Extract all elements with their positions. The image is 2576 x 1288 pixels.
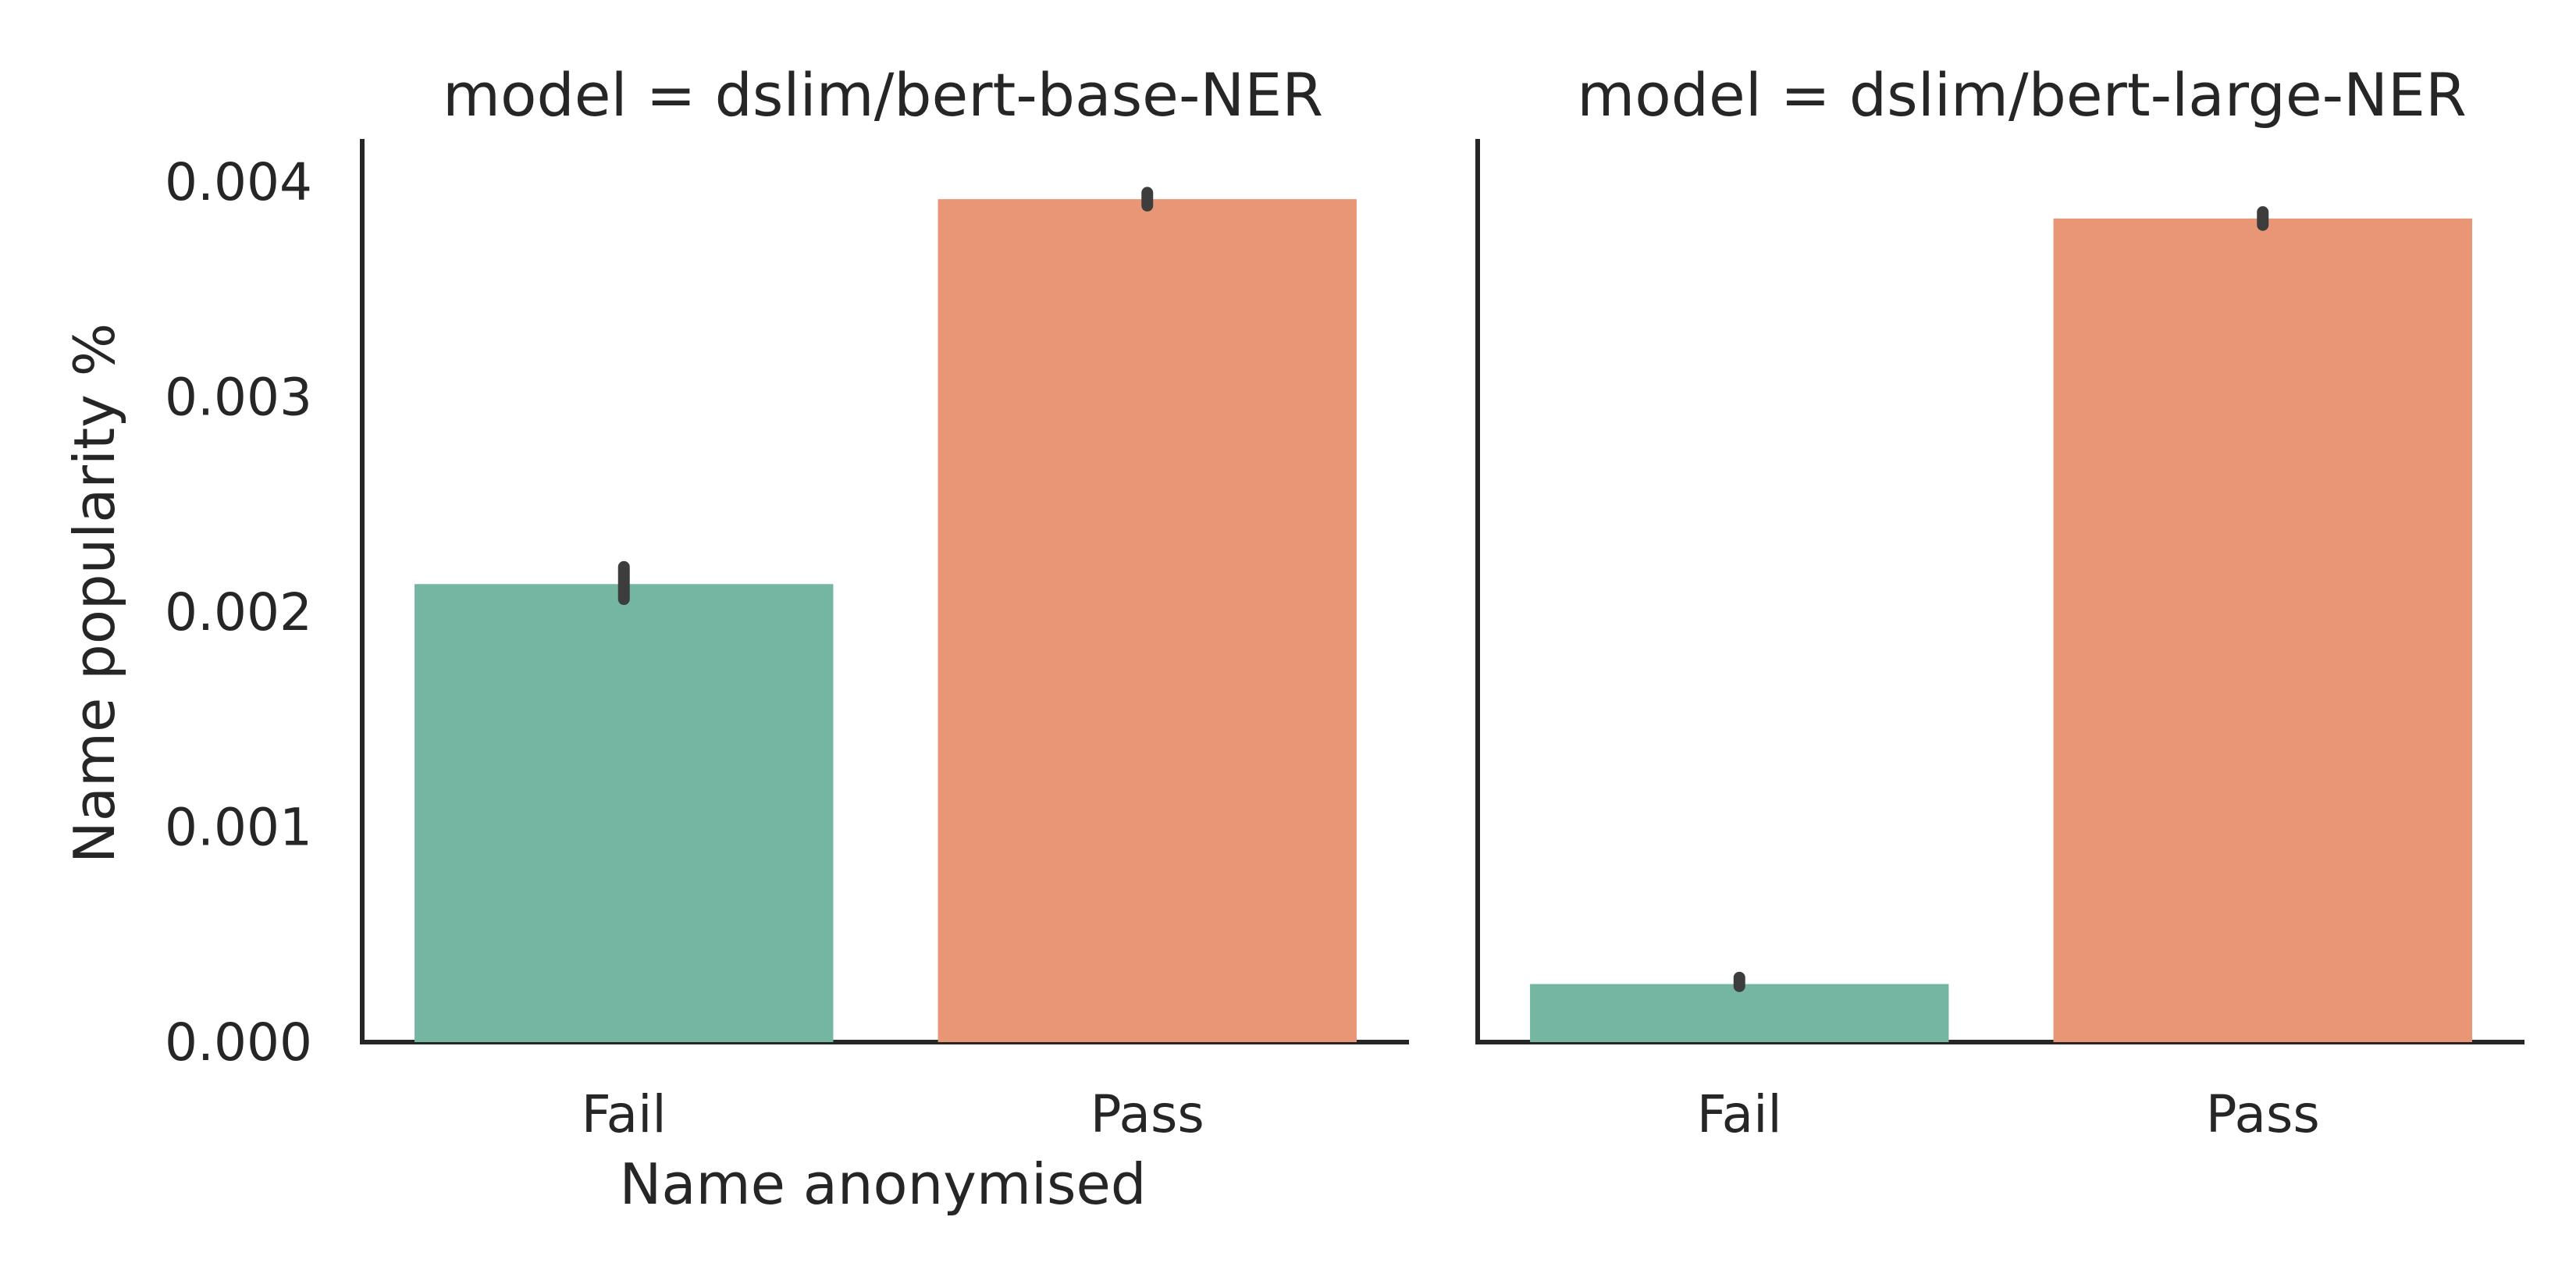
x-tick-label-pass: Pass <box>1091 1084 1204 1144</box>
panel-title-bert-base: model = dslim/bert-base-NER <box>443 60 1323 130</box>
x-axis-label: Name anonymised <box>620 1151 1147 1217</box>
x-tick-label-pass: Pass <box>2206 1084 2320 1144</box>
bar-pass <box>2053 218 2472 1043</box>
x-ticks-bert-large: Fail Pass <box>1697 1084 2320 1144</box>
y-ticks-bert-base: 0.000 0.001 0.002 0.003 0.004 <box>165 152 312 1073</box>
y-axis-label: Name popularity % <box>62 323 127 863</box>
bars-bert-base <box>415 187 1357 1043</box>
panel-bert-large: model = dslim/bert-large-NER Fail Pass <box>1475 60 2524 1144</box>
x-tick-label-fail: Fail <box>1697 1084 1782 1144</box>
bar-fail <box>1530 984 1949 1042</box>
y-tick-label: 0.004 <box>165 152 312 212</box>
y-tick-label: 0.000 <box>165 1012 312 1073</box>
x-ticks-bert-base: Fail Pass <box>582 1084 1204 1144</box>
bars-bert-large <box>1530 206 2472 1043</box>
y-tick-label: 0.002 <box>165 582 312 642</box>
panel-title-bert-large: model = dslim/bert-large-NER <box>1577 60 2467 130</box>
bar-pass <box>938 199 1357 1043</box>
panel-bert-base: model = dslim/bert-base-NER 0.0000.0010.… <box>62 60 1409 1217</box>
y-tick-label: 0.001 <box>165 798 312 858</box>
bar-fail <box>415 584 834 1042</box>
x-tick-label-fail: Fail <box>582 1084 667 1144</box>
y-tick-label: 0.003 <box>165 368 312 428</box>
